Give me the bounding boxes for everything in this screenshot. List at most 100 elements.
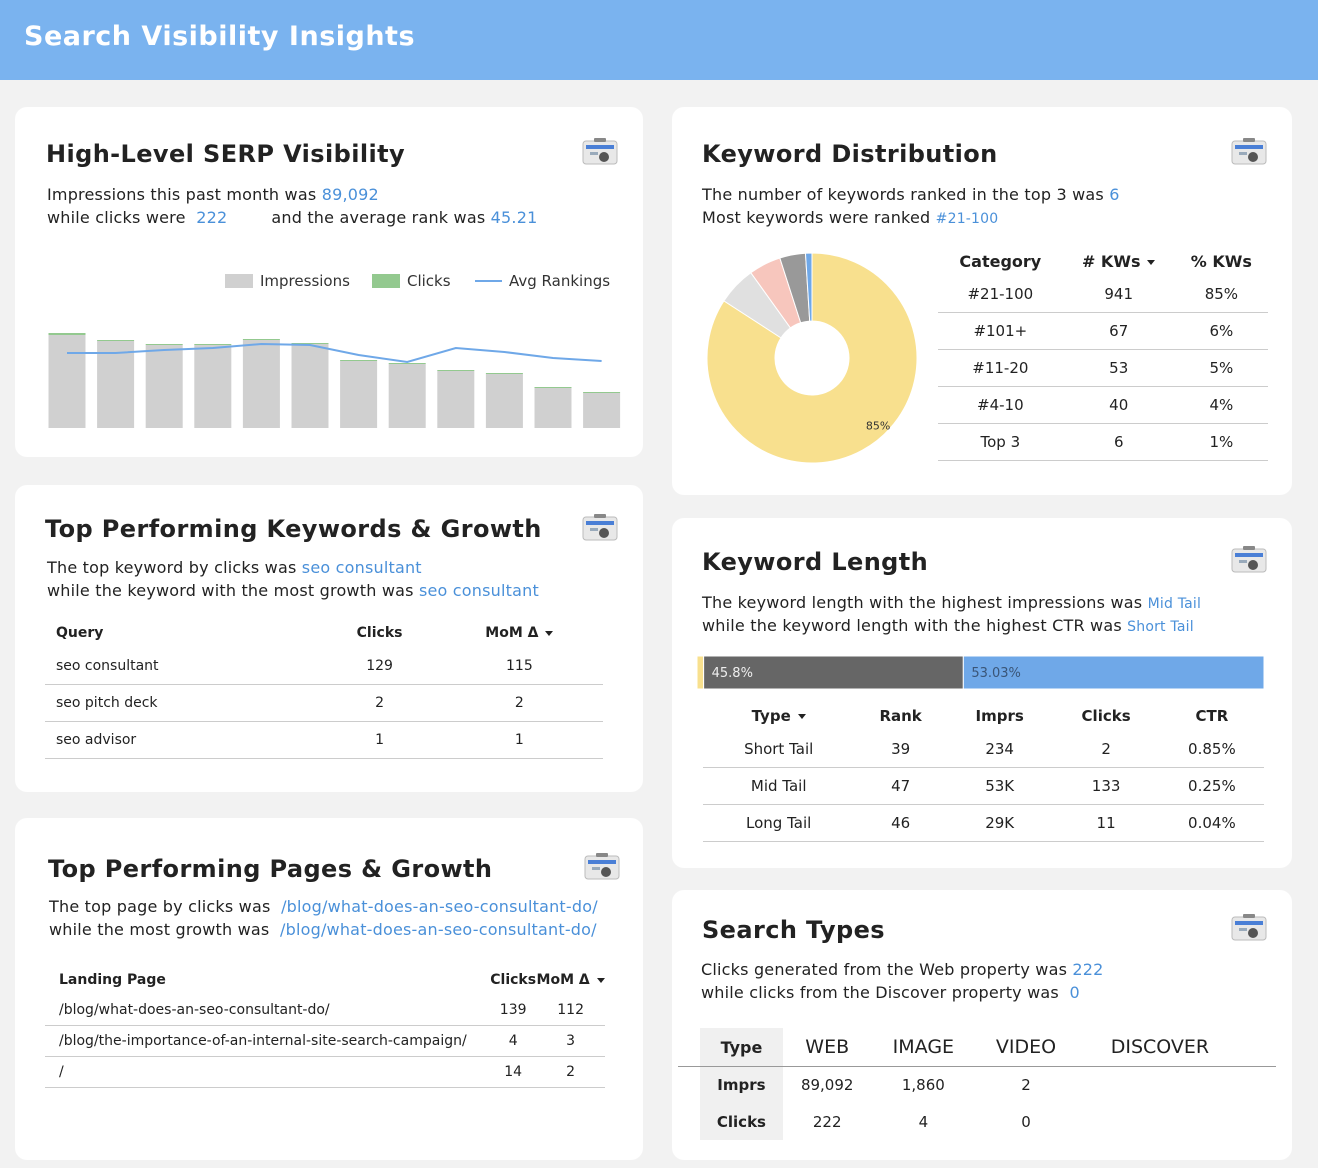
- header: Search Visibility Insights: [0, 0, 1318, 80]
- table-row: Long Tail 46 29K 11 0.04%: [703, 804, 1264, 842]
- summary: The keyword length with the highest impr…: [702, 593, 1201, 614]
- table-head: Type Rank Imprs Clicks CTR: [703, 701, 1264, 731]
- icon[interactable]: [1231, 546, 1267, 574]
- table-cell: 129: [323, 648, 436, 685]
- column-header: Imprs: [947, 701, 1053, 731]
- donut-chart: 85%: [706, 252, 918, 464]
- bar: [97, 341, 135, 428]
- table-cell: 4: [490, 1025, 537, 1057]
- header-text: Clicks: [490, 972, 537, 988]
- summary: while the most growth was /blog/what-doe…: [49, 920, 597, 940]
- table-row: Imprs 89,092 1,860 2: [700, 1066, 1243, 1103]
- text: while the most growth was: [49, 920, 270, 939]
- table: Type WEB IMAGE VIDEO DISCOVER Imprs 89,092 1,86…: [700, 1028, 1243, 1140]
- bar: [340, 361, 378, 428]
- table-cell: 0.04%: [1159, 804, 1264, 842]
- table-cell: 1,860: [901, 1075, 945, 1094]
- icon[interactable]: [582, 514, 618, 542]
- table-cell: [1077, 1066, 1243, 1103]
- segment-label: 45.8%: [712, 666, 753, 681]
- table-cell: seo pitch deck: [45, 684, 324, 722]
- table-cell: 1: [435, 721, 603, 759]
- column-header: IMAGE: [872, 1028, 976, 1066]
- table-cell: /blog/the-importance-of-an-internal-site…: [45, 1025, 491, 1057]
- header-text: Category: [959, 251, 1042, 271]
- bar: [583, 393, 621, 428]
- summary: The number of keywords ranked in the top…: [702, 185, 1120, 205]
- header-text: Type: [751, 707, 791, 725]
- bar: [194, 345, 232, 428]
- column-header: WEB: [783, 1028, 872, 1066]
- bar: [242, 340, 280, 428]
- column-header: Landing Page: [45, 965, 490, 995]
- column-header[interactable]: MoM Δ: [536, 965, 605, 995]
- table-body: Imprs 89,092 1,860 2 Clicks 222 4 0: [700, 1066, 1243, 1140]
- icon[interactable]: [582, 138, 618, 166]
- table-row: seo advisor 1 1: [45, 721, 603, 759]
- legend-label: Avg Rankings: [509, 272, 610, 290]
- summary: Impressions this past month was 89,092: [47, 185, 379, 205]
- table-cell: [1077, 1103, 1243, 1140]
- table: Type Rank Imprs Clicks CTR Short Tail 39 234 2 0.…: [703, 701, 1264, 842]
- sort-arrow[interactable]: [545, 630, 554, 636]
- icon-graphic: [1231, 914, 1267, 941]
- sort-arrow[interactable]: [797, 714, 806, 719]
- icon[interactable]: [1231, 138, 1267, 166]
- table-cell: 4: [918, 1112, 929, 1131]
- text: while clicks were: [47, 208, 186, 227]
- header-text: WEB: [805, 1036, 850, 1058]
- table-cell: 0.25%: [1159, 767, 1264, 805]
- table-cell: 5%: [1174, 349, 1268, 387]
- bar: [485, 373, 523, 374]
- bar: [485, 374, 523, 428]
- pie-slice: [804, 252, 813, 322]
- header-row: Landing Page Clicks MoM Δ: [45, 965, 605, 995]
- header-text: Clicks: [356, 625, 403, 641]
- table-row: /blog/the-importance-of-an-internal-site…: [45, 1025, 605, 1057]
- column-header[interactable]: Type: [703, 701, 854, 731]
- text: while the keyword with the most growth w…: [47, 581, 414, 600]
- sort-arrow[interactable]: [1147, 259, 1156, 265]
- value: 89,092: [321, 185, 379, 204]
- segment-label: 53.03%: [971, 666, 1021, 681]
- header-text: # KWs: [1081, 251, 1141, 271]
- legend-swatch: [372, 274, 400, 288]
- text: The number of keywords ranked in the top…: [702, 185, 1104, 204]
- header-row: Category # KWs % KWs: [938, 246, 1268, 276]
- column-header[interactable]: MoM Δ: [436, 618, 603, 648]
- table-cell: #21-100: [938, 276, 1063, 313]
- bar-segment: [962, 655, 1265, 690]
- column-header[interactable]: # KWs: [1063, 246, 1175, 276]
- table-cell: 222: [812, 1112, 842, 1131]
- legend-label: Impressions: [260, 272, 350, 290]
- table-row: #21-100 941 85%: [938, 276, 1268, 313]
- sort-arrow[interactable]: [596, 977, 605, 983]
- column-header: Clicks: [490, 965, 536, 995]
- value: Mid Tail: [1147, 596, 1202, 612]
- text: The top page by clicks was: [49, 897, 271, 916]
- text: while clicks from the Discover property …: [701, 983, 1059, 1002]
- value: 45.21: [490, 208, 538, 227]
- bar: [534, 388, 572, 428]
- bar: [194, 344, 232, 345]
- table-cell: 0: [1021, 1112, 1031, 1131]
- table-cell: 67: [1062, 312, 1175, 350]
- table-cell: 1%: [1174, 423, 1268, 461]
- legend-swatch: [225, 274, 253, 288]
- header-text: Clicks: [1081, 707, 1131, 725]
- summary: Most keywords were ranked #21-100: [702, 208, 998, 229]
- table-cell: Long Tail: [703, 804, 855, 842]
- bar: [534, 387, 572, 388]
- table-row: #11-20 53 5%: [938, 349, 1268, 387]
- text: The keyword length with the highest impr…: [702, 593, 1143, 612]
- icon[interactable]: [1231, 914, 1267, 942]
- icon[interactable]: [584, 853, 620, 881]
- header-text: VIDEO: [995, 1036, 1057, 1058]
- line-series: [67, 342, 602, 364]
- value: seo consultant: [301, 558, 422, 577]
- column-header: Rank: [854, 701, 947, 731]
- combo-chart: Impressions Clicks Avg Rankings: [48, 272, 621, 428]
- text: The top keyword by clicks was: [47, 558, 297, 577]
